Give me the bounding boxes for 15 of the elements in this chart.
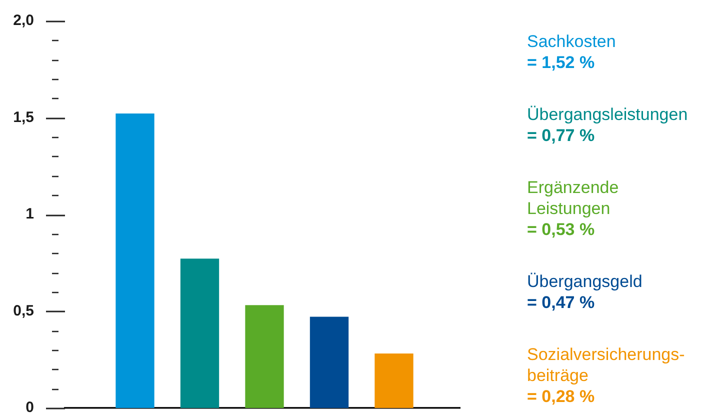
text: Sachkosten — [527, 31, 617, 52]
text: = 0,28 % — [527, 386, 596, 407]
y-tick-label: 0 — [26, 399, 34, 414]
text: = 1,52 % — [527, 52, 596, 73]
text: Sozialversicherungs-beiträge — [527, 344, 686, 386]
text: Ergänzende Leistungen — [527, 177, 620, 219]
text: Übergangsleistungen — [527, 104, 689, 125]
text: = 0,47 % — [527, 292, 596, 313]
y-tick-label: 1,5 — [13, 108, 34, 126]
text: = 0,53 % — [527, 219, 596, 240]
y-tick-label: 1 — [26, 206, 34, 223]
text: = 0,77 % — [527, 125, 596, 146]
text: Übergangsgeld — [527, 271, 644, 292]
y-tick-label: 0,5 — [13, 302, 34, 320]
y-tick-label: 2,0 — [13, 12, 34, 30]
